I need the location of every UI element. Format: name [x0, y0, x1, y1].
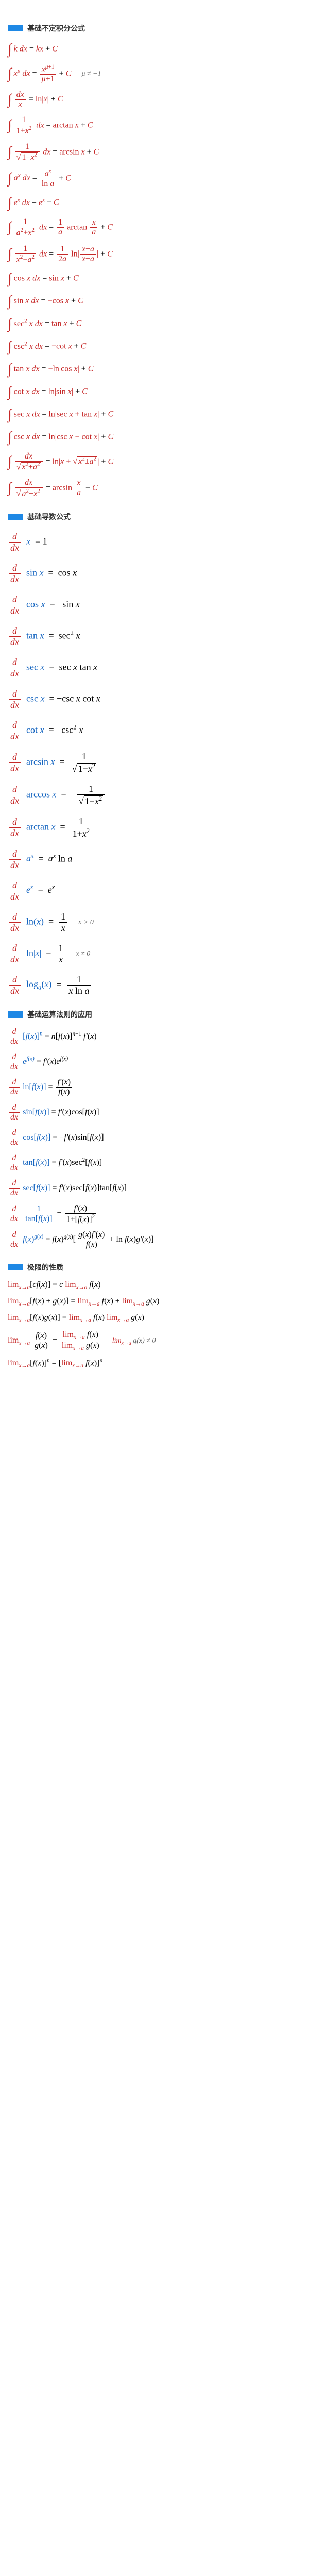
formula-chain-sinfx: ddx sin[f(x)] = f'(x)cos[f(x)] [8, 1103, 301, 1122]
formula-int-csc: ∫ csc x dx = ln|csc x − cot x| + C [8, 429, 301, 446]
formula-lim-cf: limx→a[cf(x)] = c limx→a f(x) [8, 1280, 301, 1291]
section-header: 基础不定积分公式 [8, 23, 301, 33]
section-title: 基础运算法则的应用 [27, 1009, 92, 1020]
formula-int-sec2: ∫ sec2 x dx = tan x + C [8, 316, 301, 332]
formula-int-arctan: ∫ 11+x2 dx = arctan x + C [8, 115, 301, 135]
section-title: 基础导数公式 [27, 512, 71, 522]
formula-dx-ln: ddx ln(x) = 1xx > 0 [8, 911, 301, 934]
formula-int-sqrt-a2x2: ∫ dx√a2−x2 = arcsin xa + C [8, 478, 301, 498]
formula-dx-arcsin: ddx arcsin x = 1√1−x2 [8, 751, 301, 774]
formula-int-sqrt-x2a2: ∫ dx√x2±a2 = ln|x + √x2±a2| + C [8, 452, 301, 472]
formula-chain-cosfx: ddx cos[f(x)] = −f'(x)sin[f(x)] [8, 1128, 301, 1147]
formula-lim-prod: limx→a[f(x)g(x)] = limx→a f(x) limx→a g(… [8, 1313, 301, 1324]
section-header: 基础运算法则的应用 [8, 1009, 301, 1020]
blue-bar-icon [8, 1011, 23, 1018]
formula-int-ex: ∫ ex dx = ex + C [8, 195, 301, 211]
formula-dx-csc: ddx csc x = −csc x cot x [8, 688, 301, 710]
formula-int-tan: ∫ tan x dx = −ln|cos x| + C [8, 361, 301, 378]
formula-int-arcsin: ∫ 1√1−x2 dx = arcsin x + C [8, 142, 301, 162]
formula-dx-arctan: ddx arctan x = 11+x2 [8, 816, 301, 839]
formula-dx-cot: ddx cot x = −csc2 x [8, 720, 301, 742]
formula-dx-sec: ddx sec x = sec x tan x [8, 657, 301, 679]
blue-bar-icon [8, 1264, 23, 1270]
formula-dx-loga: ddx loga(x) = 1x ln a [8, 974, 301, 996]
formula-chain-efx: ddx ef(x) = f'(x)ef(x) [8, 1053, 301, 1072]
formula-int-ax: ∫ ax dx = axln a + C [8, 168, 301, 189]
formula-int-x2a2: ∫ 1x2−a2 dx = 12a ln|x−ax+a| + C [8, 244, 301, 264]
section-header: 基础导数公式 [8, 512, 301, 522]
formula-lim-power: limx→a[f(x)]n = [limx→a f(x)]n [8, 1358, 301, 1369]
formula-int-k: ∫ k dx = kx + C [8, 41, 301, 58]
formula-chain-1tanfx: ddx 1tan[f(x)] = f'(x)1+[f(x)]2 [8, 1204, 301, 1224]
formula-dx-arccos: ddx arccos x = −1√1−x2 [8, 784, 301, 807]
formula-int-power: ∫ xμ dx = xμ+1μ+1 + Cμ ≠ −1 [8, 64, 301, 84]
formula-lim-sum: limx→a[f(x) ± g(x)] = limx→a f(x) ± limx… [8, 1297, 301, 1307]
blue-bar-icon [8, 25, 23, 31]
formula-int-1x: ∫ dxx = ln|x| + C [8, 90, 301, 109]
formula-dx-sin: ddx sin x = cos x [8, 563, 301, 585]
section-title: 基础不定积分公式 [27, 23, 85, 33]
formula-chain-fxgx: ddx f(x)g(x) = f(x)g(x)[g(x)f'(x)f(x) + … [8, 1230, 301, 1249]
formula-int-sin: ∫ sin x dx = −cos x + C [8, 293, 301, 310]
formula-dx-lnabs: ddx ln|x| = 1xx ≠ 0 [8, 943, 301, 965]
formula-chain-power: ddx [f(x)]n = n[f(x)]n−1 f'(x) [8, 1027, 301, 1046]
formula-int-cot: ∫ cot x dx = ln|sin x| + C [8, 384, 301, 400]
formula-dx-tan: ddx tan x = sec2 x [8, 625, 301, 648]
formula-dx-ax: ddx ax = ax ln a [8, 849, 301, 871]
formula-int-csc2: ∫ csc2 x dx = −cot x + C [8, 338, 301, 355]
section-title: 极限的性质 [27, 1262, 63, 1273]
formula-int-a2x2: ∫ 1a2+x2 dx = 1a arctan xa + C [8, 217, 301, 238]
formula-int-cos: ∫ cos x dx = sin x + C [8, 270, 301, 287]
formula-lim-quot: limx→a f(x)g(x) = limx→a f(x)limx→a g(x)… [8, 1330, 301, 1351]
formula-dx-cos: ddx cos x = −sin x [8, 594, 301, 616]
formula-chain-tanfx: ddx tan[f(x)] = f'(x)sec2[f(x)] [8, 1154, 301, 1173]
formula-chain-secfx: ddx sec[f(x)] = f'(x)sec[f(x)]tan[f(x)] [8, 1179, 301, 1198]
formula-int-sec: ∫ sec x dx = ln|sec x + tan x| + C [8, 406, 301, 423]
formula-chain-lnfx: ddx ln[f(x)] = f'(x)f(x) [8, 1078, 301, 1097]
blue-bar-icon [8, 514, 23, 520]
formula-dx-x: ddx x = 1 [8, 531, 301, 553]
section-header: 极限的性质 [8, 1262, 301, 1273]
formula-dx-ex: ddx ex = ex [8, 880, 301, 902]
